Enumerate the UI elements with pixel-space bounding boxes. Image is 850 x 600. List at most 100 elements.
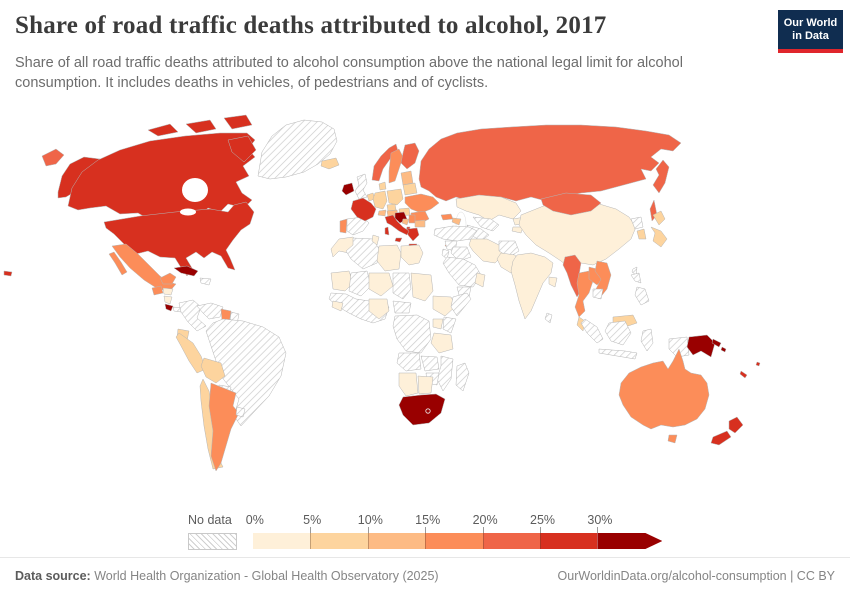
country-canada-island-2[interactable] [185, 119, 217, 134]
country-iceland[interactable] [320, 157, 340, 170]
country-bolivia[interactable] [200, 357, 226, 384]
country-somalia[interactable] [450, 292, 472, 317]
country-canada-baffin[interactable] [227, 135, 257, 163]
country-denmark[interactable] [378, 181, 387, 191]
country-guinea[interactable] [331, 300, 344, 312]
country-azerbaijan[interactable] [451, 217, 462, 226]
country-japan-honshu[interactable] [650, 226, 668, 248]
country-italy[interactable] [384, 214, 410, 236]
legend-bin-10-15%[interactable] [367, 533, 426, 549]
country-canada-island-3[interactable] [223, 114, 253, 130]
country-russia-chukotka-wrap[interactable] [41, 148, 65, 167]
country-nicaragua[interactable] [163, 295, 173, 305]
country-brazil[interactable] [205, 318, 287, 427]
country-bulgaria[interactable] [414, 219, 426, 228]
country-mexico-yucatan[interactable] [159, 272, 177, 285]
legend-bin-15-20%[interactable] [425, 533, 483, 549]
country-west-papua[interactable] [668, 336, 690, 358]
legend-bin-30%+[interactable] [597, 533, 663, 549]
country-tunisia[interactable] [371, 234, 380, 246]
country-japan-hokkaido[interactable] [652, 210, 666, 226]
country-colombia[interactable] [178, 299, 207, 332]
country-zambia[interactable] [420, 355, 440, 372]
country-libya[interactable] [376, 244, 402, 272]
country-sulawesi[interactable] [640, 328, 654, 352]
country-niger[interactable] [368, 272, 394, 297]
country-cambodia[interactable] [592, 288, 604, 300]
country-tasmania[interactable] [667, 434, 678, 444]
country-peru[interactable] [175, 332, 207, 374]
country-finland[interactable] [400, 142, 420, 170]
country-tajikistan[interactable] [511, 226, 524, 234]
country-drc[interactable] [392, 314, 432, 354]
country-mexico-baja[interactable] [108, 251, 128, 276]
country-mozambique[interactable] [436, 355, 454, 392]
legend-bin-20-25%[interactable] [482, 533, 540, 549]
country-greenland[interactable] [257, 119, 338, 180]
country-philippines-mindanao[interactable] [634, 286, 650, 306]
country-switzerland[interactable] [377, 209, 387, 217]
country-czechia[interactable] [386, 203, 397, 212]
country-ukraine[interactable] [404, 193, 440, 214]
country-nigeria[interactable] [368, 298, 390, 320]
country-tanzania[interactable] [430, 332, 454, 354]
country-angola[interactable] [396, 352, 422, 372]
country-java[interactable] [598, 348, 638, 360]
country-poland[interactable] [386, 188, 404, 206]
country-mexico[interactable] [111, 243, 177, 292]
country-hispaniola[interactable] [199, 277, 212, 286]
country-portugal[interactable] [339, 218, 348, 234]
country-philippines-luzon[interactable] [630, 272, 642, 284]
country-madagascar[interactable] [455, 362, 470, 392]
country-georgia[interactable] [440, 213, 454, 221]
country-kamchatka[interactable] [652, 159, 670, 194]
country-baltics[interactable] [400, 170, 414, 186]
country-solomons[interactable] [720, 346, 727, 353]
country-nz-north[interactable] [728, 416, 744, 434]
country-sri-lanka[interactable] [544, 312, 553, 324]
country-russia[interactable] [418, 124, 682, 202]
country-serbia[interactable] [408, 214, 416, 224]
country-venezuela[interactable] [196, 302, 224, 320]
country-honduras[interactable] [162, 287, 174, 296]
legend-bin-0-5%[interactable] [253, 533, 311, 549]
country-sudan[interactable] [410, 272, 434, 302]
country-canada-island-1[interactable] [147, 123, 179, 137]
country-new-caledonia[interactable] [739, 370, 748, 379]
country-chad[interactable] [392, 272, 412, 300]
country-ethiopia[interactable] [432, 295, 457, 317]
country-sweden[interactable] [388, 148, 404, 184]
country-usa[interactable] [103, 201, 255, 277]
country-iraq[interactable] [450, 246, 472, 262]
country-sumatra[interactable] [580, 318, 604, 344]
country-namibia[interactable] [398, 372, 419, 397]
country-costa-rica[interactable] [164, 303, 174, 312]
country-malay-peninsula[interactable] [576, 316, 586, 332]
country-kenya[interactable] [442, 316, 457, 334]
country-india[interactable] [510, 252, 554, 320]
owid-link[interactable]: OurWorldinData.org/alcohol-consumption |… [557, 569, 835, 583]
country-greece[interactable] [406, 227, 420, 242]
country-uzbekistan[interactable] [472, 216, 500, 232]
country-south-africa[interactable] [398, 393, 446, 426]
country-sardinia[interactable] [384, 226, 390, 236]
country-australia[interactable] [618, 348, 710, 430]
country-france[interactable] [350, 197, 377, 222]
country-turkey[interactable] [433, 225, 478, 242]
country-ireland[interactable] [341, 182, 355, 196]
country-iran[interactable] [468, 238, 504, 264]
legend-color-bar[interactable] [253, 533, 663, 549]
country-egypt[interactable] [400, 244, 424, 266]
country-fiji[interactable] [755, 361, 761, 367]
country-argentina[interactable] [208, 382, 240, 472]
country-mongolia[interactable] [540, 192, 602, 216]
country-mali[interactable] [348, 270, 372, 297]
country-south-korea[interactable] [636, 228, 647, 240]
country-sicily[interactable] [394, 237, 403, 243]
country-mauritania[interactable] [330, 270, 354, 292]
country-afghanistan[interactable] [498, 240, 520, 258]
country-belarus[interactable] [402, 182, 418, 196]
country-bosnia[interactable] [401, 218, 410, 226]
country-saudi-arabia[interactable] [442, 256, 482, 288]
